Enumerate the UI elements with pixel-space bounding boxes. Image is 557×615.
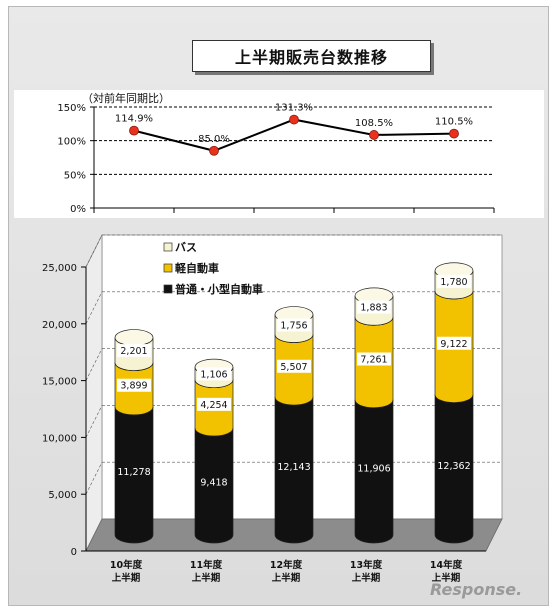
line-chart-grid xyxy=(93,106,494,209)
bar-column xyxy=(274,306,314,544)
bar-column xyxy=(354,287,394,544)
ratio-point xyxy=(289,114,299,125)
bar-gridline-side xyxy=(85,291,103,324)
bar-chart-data-labels: 11,278 3,899 2,201 9,418 4,254 1,106 12,143 5,5… xyxy=(117,274,471,489)
legend-label: 軽自動車 xyxy=(175,261,219,275)
bar-data-label: 9,418 xyxy=(200,478,227,489)
legend-swatch xyxy=(163,284,173,294)
bar-data-label: 5,507 xyxy=(280,362,307,373)
legend-swatch xyxy=(163,263,173,273)
ratio-point xyxy=(449,128,459,139)
bar-data-label-bg xyxy=(277,359,311,373)
bar-category-label: 11年度 xyxy=(190,559,223,571)
bar-category-label-sub: 上半期 xyxy=(432,572,461,584)
bar-gridline-side xyxy=(85,405,103,438)
ratio-point-label: 131.3% xyxy=(275,103,313,114)
bar-ytick-label: 5,000 xyxy=(48,490,77,501)
bar-data-label-bg xyxy=(357,300,391,314)
bar-data-label: 2,201 xyxy=(120,346,147,357)
bar-column xyxy=(194,358,234,544)
bar-data-label: 1,883 xyxy=(360,303,387,314)
bar-column xyxy=(434,262,474,544)
bar-gridline-side xyxy=(85,348,103,381)
bar-data-label: 1,780 xyxy=(440,277,467,288)
bar-category-label: 12年度 xyxy=(270,559,303,571)
chart-title: 上半期販売台数推移 xyxy=(192,40,431,72)
bar-data-label: 9,122 xyxy=(440,339,467,350)
bar-data-label-bg xyxy=(197,367,231,381)
ratio-point xyxy=(129,125,139,136)
legend-label: バス xyxy=(175,241,197,254)
line-ytick-label: 100% xyxy=(57,137,86,148)
bar-gridline-side xyxy=(85,234,103,268)
bar-data-label-bg xyxy=(117,378,151,392)
line-ytick-label: 0% xyxy=(70,204,86,215)
line-chart-background xyxy=(14,90,544,218)
bar-data-label: 12,362 xyxy=(437,461,470,472)
bar-category-label: 10年度 xyxy=(110,559,143,571)
bar-gridline-side xyxy=(85,462,103,495)
line-ytick-label: 150% xyxy=(57,103,86,114)
bar-chart-yticks: 0 5,000 10,000 15,000 20,000 25,000 xyxy=(42,263,486,558)
legend-swatch xyxy=(163,242,173,252)
bar-category-label-sub: 上半期 xyxy=(352,572,381,584)
bar-data-label-bg xyxy=(197,397,231,411)
bar-data-label: 1,756 xyxy=(280,321,307,332)
bar-category-label: 14年度 xyxy=(430,559,463,571)
sales-bar-chart: 0 5,000 10,000 15,000 20,000 25,000 11,278 3,8… xyxy=(42,234,503,584)
bar-data-label: 3,899 xyxy=(120,381,147,392)
ratio-point-label: 114.9% xyxy=(115,114,153,125)
line-chart-xticks xyxy=(93,208,495,213)
bar-category-label-sub: 上半期 xyxy=(112,572,141,584)
bar-data-label: 1,106 xyxy=(200,369,227,380)
bar-data-label: 12,143 xyxy=(277,462,310,473)
bar-data-label-bg xyxy=(437,274,471,288)
bar-data-label-bg xyxy=(277,318,311,332)
bar-data-label-bg xyxy=(117,344,151,358)
ratio-point-label: 108.5% xyxy=(355,118,393,129)
bar-side-wall xyxy=(85,234,103,552)
ratio-line-chart: （対前年同期比） 0% 50% 100% 150% 114.9% 85.0% 131.3%… xyxy=(14,90,544,218)
ratio-point xyxy=(369,130,379,140)
bar-data-label: 11,906 xyxy=(357,463,390,474)
bar-category-label-sub: 上半期 xyxy=(272,572,301,584)
bar-column xyxy=(114,329,154,544)
bar-category-label-sub: 上半期 xyxy=(192,572,221,584)
legend-label: 普通・小型自動車 xyxy=(175,282,263,296)
ratio-point xyxy=(209,145,219,156)
bar-ytick-label: 25,000 xyxy=(42,263,77,274)
line-chart-yticks: 0% 50% 100% 150% xyxy=(57,103,94,215)
bar-ytick-label: 20,000 xyxy=(42,320,77,331)
response-logo: Response. xyxy=(430,580,523,599)
bar-data-label: 4,254 xyxy=(200,400,227,411)
ratio-series-labels: 114.9% 85.0% 131.3% 108.5% 110.5% xyxy=(115,103,473,145)
bar-data-label: 7,261 xyxy=(360,355,387,366)
bar-data-label-bg xyxy=(437,336,471,350)
bar-ytick-label: 15,000 xyxy=(42,377,77,388)
ratio-point-label: 110.5% xyxy=(435,117,473,128)
bar-top-cap xyxy=(114,329,154,346)
bar-category-label: 13年度 xyxy=(350,559,383,571)
bar-ytick-label: 0 xyxy=(71,547,77,558)
bar-data-label: 11,278 xyxy=(117,467,150,478)
bar-data-label-bg xyxy=(357,352,391,366)
line-chart-ylabel: （対前年同期比） xyxy=(82,91,170,105)
line-ytick-label: 50% xyxy=(64,170,86,181)
ratio-series-points xyxy=(129,114,459,156)
bar-ytick-label: 10,000 xyxy=(42,433,77,444)
ratio-point-label: 85.0% xyxy=(198,134,230,145)
